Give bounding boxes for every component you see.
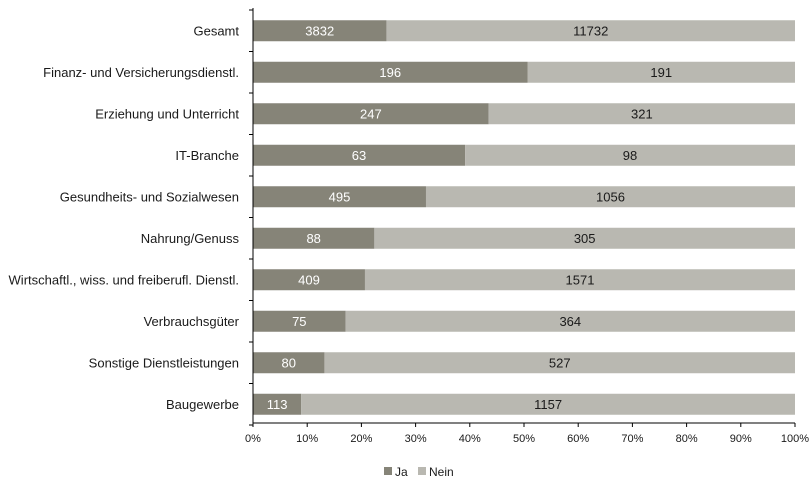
bar-ja [253,144,466,166]
bar-ja [253,20,387,42]
data-label-nein: 1056 [596,189,625,204]
data-label-ja: 88 [306,231,320,246]
bar-nein [425,186,795,208]
data-label-nein: 1157 [534,397,562,412]
legend-label-ja: Ja [395,465,408,479]
bar-ja [253,393,302,415]
bar-nein [364,269,795,291]
category-label: Sonstige Dienstleistungen [89,355,239,370]
bar-nein [527,61,795,83]
bar-ja [253,227,375,249]
data-label-ja: 80 [281,355,295,370]
data-label-ja: 409 [298,272,320,287]
data-label-nein: 191 [650,65,672,80]
bar-ja [253,352,325,374]
bar-ja [253,310,346,332]
data-label-nein: 98 [623,148,637,163]
data-label-ja: 196 [379,65,401,80]
bar-ja [253,269,365,291]
bar-ja [253,61,528,83]
bar-nein [301,393,795,415]
bar-nein [386,20,795,42]
data-label-nein: 1571 [566,272,595,287]
data-label-ja: 247 [360,106,382,121]
x-tick-label: 20% [350,433,372,445]
x-tick-label: 60% [567,433,589,445]
x-tick-label: 100% [781,433,809,445]
data-label-ja: 113 [267,397,288,412]
legend-swatch-ja [384,467,392,475]
bar-ja [253,103,489,125]
bar-nein [374,227,795,249]
category-label: Nahrung/Genuss [141,231,240,246]
data-label-nein: 305 [574,231,596,246]
bar-nein [465,144,795,166]
legend-label-nein: Nein [429,465,454,479]
data-label-nein: 364 [559,314,581,329]
category-label: Gesamt [193,23,239,38]
x-tick-label: 40% [459,433,481,445]
data-label-nein: 11732 [573,23,608,38]
data-label-ja: 75 [292,314,306,329]
data-label-nein: 321 [631,106,653,121]
bar-nein [345,310,795,332]
data-label-ja: 495 [329,189,351,204]
x-tick-label: 80% [676,433,698,445]
category-label: Wirtschaftl., wiss. und freiberufl. Dien… [9,272,239,287]
x-tick-label: 30% [405,433,427,445]
category-label: Verbrauchsgüter [144,314,240,329]
x-tick-label: 0% [245,433,261,445]
bar-nein [488,103,795,125]
category-label: Baugewerbe [166,397,239,412]
data-label-nein: 527 [549,355,571,370]
x-tick-label: 70% [621,433,643,445]
x-tick-label: 10% [296,433,318,445]
data-label-ja: 63 [352,148,366,163]
x-tick-label: 90% [730,433,752,445]
category-label: Erziehung und Unterricht [95,106,239,121]
category-label: IT-Branche [175,148,239,163]
bar-ja [253,186,426,208]
bar-nein [324,352,795,374]
x-tick-label: 50% [513,433,535,445]
category-label: Gesundheits- und Sozialwesen [60,189,239,204]
data-label-ja: 3832 [305,23,334,38]
category-label: Finanz- und Versicherungsdienstl. [43,65,239,80]
legend-swatch-nein [418,467,426,475]
